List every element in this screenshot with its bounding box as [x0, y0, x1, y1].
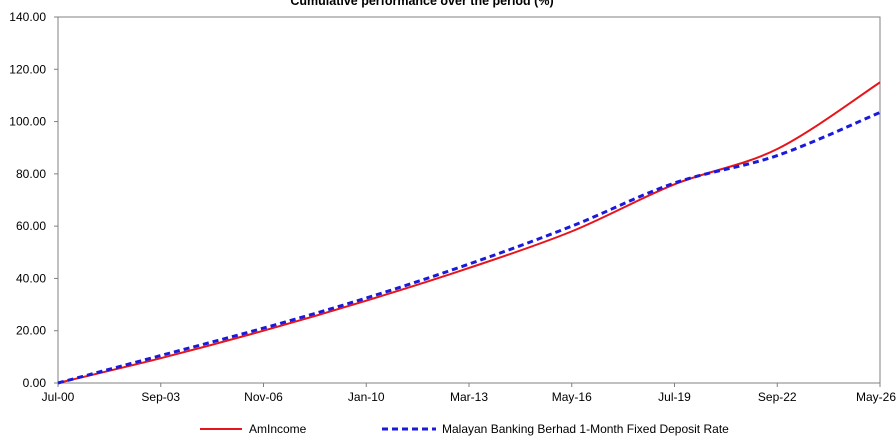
legend-label: AmIncome: [249, 422, 307, 436]
y-tick-label: 80.00: [16, 167, 46, 181]
x-tick-label: May-16: [552, 390, 592, 404]
y-tick-label: 60.00: [16, 219, 46, 233]
x-tick-label: Jul-00: [42, 390, 75, 404]
x-tick-label: Jan-10: [348, 390, 385, 404]
x-tick-label: Mar-13: [450, 390, 488, 404]
x-tick-label: Nov-06: [244, 390, 283, 404]
y-tick-label: 140.00: [9, 10, 46, 24]
series-line-deposit-rate: [57, 111, 881, 385]
x-axis: Jul-00 Sep-03 Nov-06 Jan-10 Mar-13 May-16 Jul-…: [42, 382, 896, 404]
y-tick-label: 0.00: [23, 376, 47, 390]
x-tick-label: Jul-19: [658, 390, 691, 404]
x-tick-label: Sep-22: [758, 390, 797, 404]
y-tick-label: 120.00: [9, 62, 46, 76]
series-layer: [57, 81, 881, 385]
x-tick-label: Sep-03: [141, 390, 180, 404]
plot-area: [57, 16, 881, 384]
legend-label: Malayan Banking Berhad 1-Month Fixed Dep…: [442, 422, 729, 436]
series-line-amincome: [57, 81, 881, 384]
chart-title: Cumulative performance over the period (…: [290, 0, 553, 8]
x-tick-label: May-26: [856, 390, 896, 404]
y-axis: 0.00 20.00 40.00 60.00 80.00 100.00 120.00 140.…: [9, 10, 59, 390]
legend: AmIncome Malayan Banking Berhad 1-Month F…: [200, 422, 729, 436]
y-tick-label: 100.00: [9, 115, 46, 129]
y-tick-label: 20.00: [16, 324, 46, 338]
y-tick-label: 40.00: [16, 271, 46, 285]
